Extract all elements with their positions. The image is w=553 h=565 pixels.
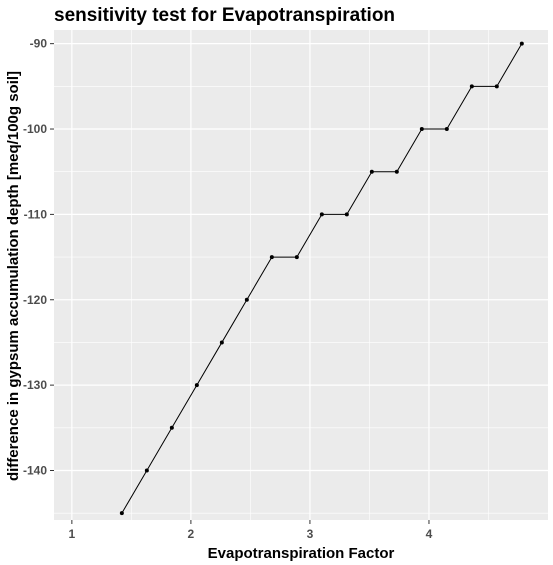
- data-point: [170, 426, 174, 430]
- data-point: [470, 84, 474, 88]
- data-point: [345, 212, 349, 216]
- x-axis-ticks: 1 2 3 4: [69, 520, 433, 541]
- data-point: [420, 127, 424, 131]
- data-point: [245, 298, 249, 302]
- data-point: [395, 170, 399, 174]
- y-tick-label: -110: [24, 207, 48, 221]
- data-point: [295, 255, 299, 259]
- y-tick-label: -130: [23, 378, 47, 392]
- chart-title: sensitivity test for Evapotranspiration: [54, 5, 395, 26]
- x-axis-title: Evapotranspiration Factor: [208, 545, 395, 562]
- y-tick-label: -120: [23, 293, 47, 307]
- data-point: [445, 127, 449, 131]
- y-tick-label: -90: [30, 37, 48, 51]
- data-point: [370, 170, 374, 174]
- data-point: [120, 511, 124, 515]
- y-axis-title: difference in gypsum accumulation depth …: [5, 71, 22, 481]
- data-point: [220, 340, 224, 344]
- plot-panel: [54, 30, 548, 520]
- x-tick-label: 4: [426, 527, 433, 541]
- data-point: [520, 42, 524, 46]
- x-tick-label: 1: [69, 527, 76, 541]
- data-point: [495, 84, 499, 88]
- data-point: [145, 468, 149, 472]
- y-tick-label: -100: [23, 122, 47, 136]
- data-point: [320, 212, 324, 216]
- data-point: [195, 383, 199, 387]
- y-tick-label: -140: [23, 463, 47, 477]
- data-point: [270, 255, 274, 259]
- y-axis-ticks: -140 -130 -120 -110 -100 -90: [23, 37, 54, 478]
- x-tick-label: 3: [307, 527, 314, 541]
- x-tick-label: 2: [188, 527, 195, 541]
